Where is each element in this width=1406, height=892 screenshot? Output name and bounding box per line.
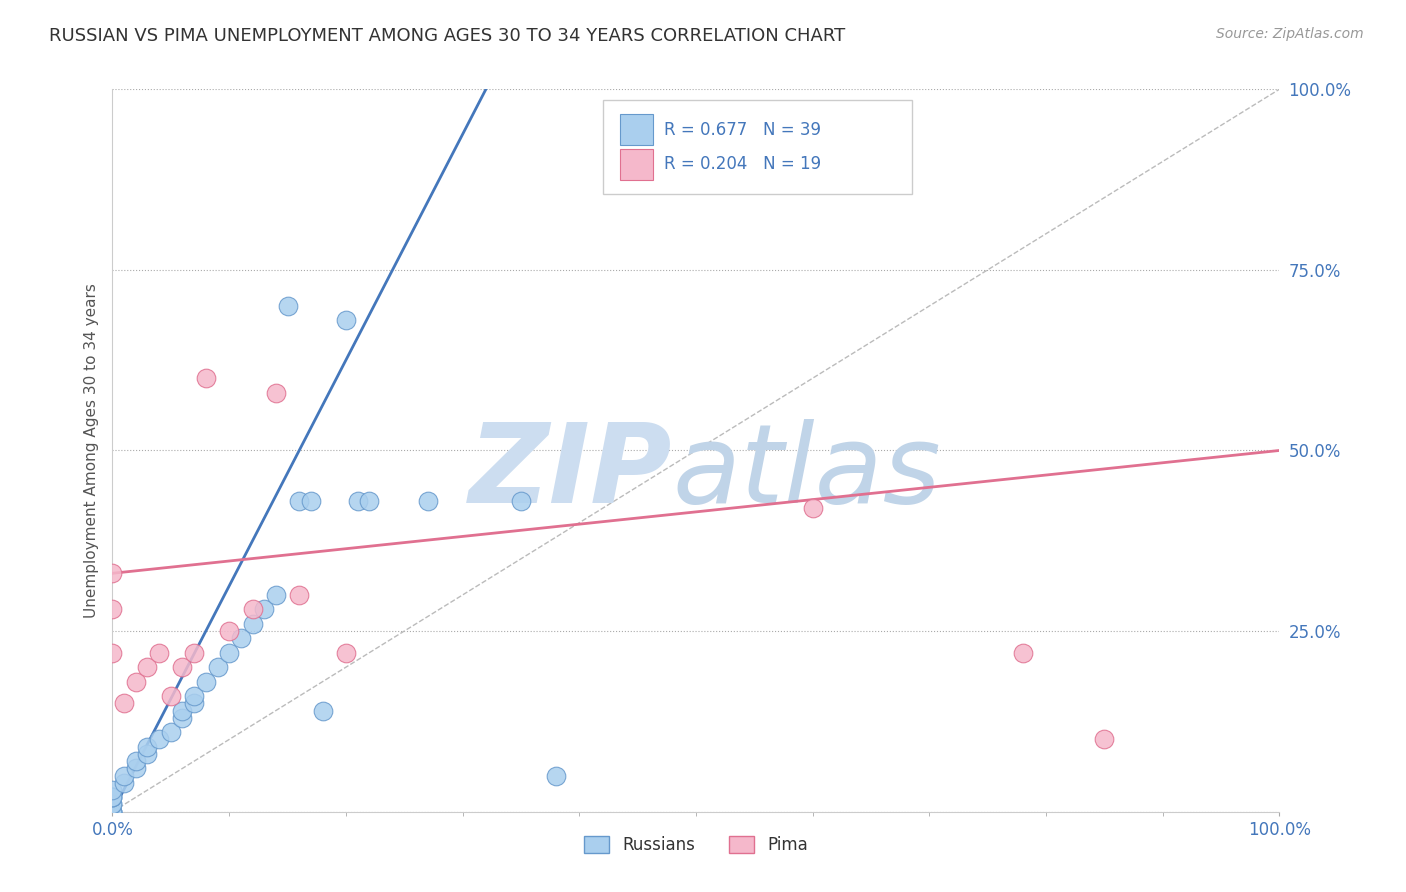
Point — [194, 674, 217, 689]
Point — [160, 725, 183, 739]
Point — [148, 646, 170, 660]
Point — [136, 660, 159, 674]
Point — [276, 299, 298, 313]
Point — [183, 689, 205, 703]
Text: RUSSIAN VS PIMA UNEMPLOYMENT AMONG AGES 30 TO 34 YEARS CORRELATION CHART: RUSSIAN VS PIMA UNEMPLOYMENT AMONG AGES … — [49, 27, 845, 45]
Point — [101, 790, 124, 805]
Point — [194, 371, 217, 385]
Point — [335, 646, 357, 660]
Point — [125, 754, 148, 768]
Point — [264, 385, 287, 400]
Point — [112, 776, 135, 790]
Point — [288, 588, 311, 602]
Point — [509, 494, 531, 508]
Point — [101, 783, 124, 797]
Point — [136, 739, 159, 754]
Point — [346, 494, 368, 508]
FancyBboxPatch shape — [620, 114, 652, 145]
FancyBboxPatch shape — [620, 149, 652, 179]
Point — [172, 711, 194, 725]
Point — [101, 646, 124, 660]
Point — [242, 602, 264, 616]
Point — [183, 646, 205, 660]
Y-axis label: Unemployment Among Ages 30 to 34 years: Unemployment Among Ages 30 to 34 years — [83, 283, 98, 618]
Point — [101, 805, 124, 819]
Text: R = 0.204   N = 19: R = 0.204 N = 19 — [665, 155, 821, 173]
Point — [183, 696, 205, 710]
Point — [101, 790, 124, 805]
Point — [253, 602, 276, 616]
Point — [311, 704, 333, 718]
FancyBboxPatch shape — [603, 100, 912, 194]
Point — [218, 646, 240, 660]
Point — [101, 566, 124, 581]
Point — [299, 494, 322, 508]
Point — [264, 588, 287, 602]
Point — [242, 616, 264, 631]
Text: ZIP: ZIP — [470, 418, 672, 525]
Point — [125, 674, 148, 689]
Point — [359, 494, 381, 508]
Point — [112, 696, 135, 710]
Point — [125, 761, 148, 775]
Point — [544, 769, 567, 783]
Point — [416, 494, 439, 508]
Point — [207, 660, 229, 674]
Point — [101, 805, 124, 819]
Text: atlas: atlas — [672, 418, 941, 525]
Point — [101, 797, 124, 812]
Point — [101, 790, 124, 805]
Point — [229, 632, 252, 646]
Point — [101, 797, 124, 812]
Point — [136, 747, 159, 761]
Text: R = 0.677   N = 39: R = 0.677 N = 39 — [665, 120, 821, 138]
Point — [148, 732, 170, 747]
Point — [172, 704, 194, 718]
Point — [1094, 732, 1116, 747]
Point — [160, 689, 183, 703]
Point — [288, 494, 311, 508]
Point — [1011, 646, 1033, 660]
Point — [101, 602, 124, 616]
Point — [335, 313, 357, 327]
Point — [112, 769, 135, 783]
Point — [101, 805, 124, 819]
Point — [101, 805, 124, 819]
Point — [801, 501, 824, 516]
Point — [172, 660, 194, 674]
Text: Source: ZipAtlas.com: Source: ZipAtlas.com — [1216, 27, 1364, 41]
Legend: Russians, Pima: Russians, Pima — [583, 836, 808, 854]
Point — [218, 624, 240, 639]
